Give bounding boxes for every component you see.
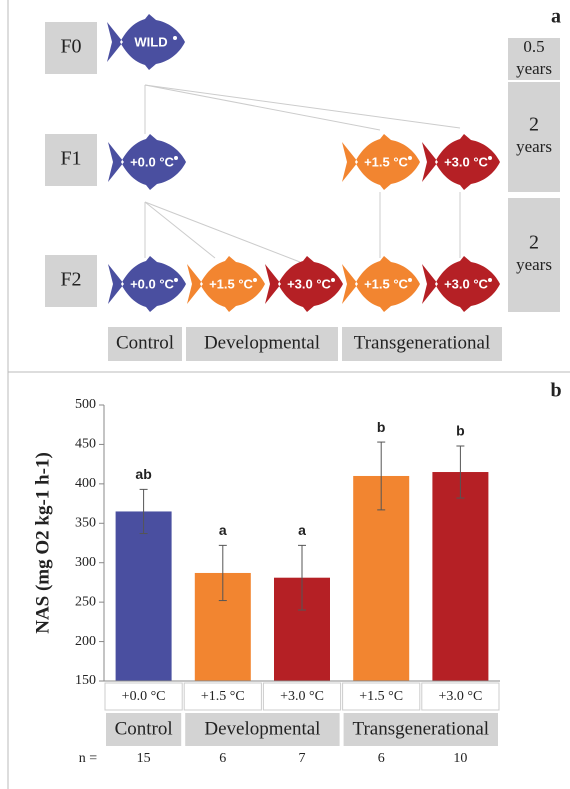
x-tick-label: +0.0 °C bbox=[122, 689, 166, 704]
panel-label: a bbox=[551, 6, 561, 28]
fish-label: WILD bbox=[134, 34, 167, 49]
duration-unit: years bbox=[516, 137, 552, 156]
generation-label: F2 bbox=[60, 269, 81, 291]
fish-label: +1.5 °C bbox=[364, 276, 408, 291]
significance-label: a bbox=[298, 522, 306, 538]
group-label: Transgenerational bbox=[354, 332, 491, 353]
group-label: Developmental bbox=[204, 332, 320, 353]
fish-eye bbox=[174, 156, 178, 160]
y-tick-label: 350 bbox=[75, 516, 96, 531]
fish-eye bbox=[253, 278, 257, 282]
fish: +3.0 °C bbox=[265, 256, 343, 312]
duration-value: 2 bbox=[529, 114, 539, 136]
significance-label: b bbox=[377, 419, 386, 435]
group-label: Control bbox=[115, 718, 173, 739]
y-tick-label: 450 bbox=[75, 437, 96, 452]
significance-label: b bbox=[456, 423, 465, 439]
fish-label: +1.5 °C bbox=[209, 276, 253, 291]
x-tick-label: +3.0 °C bbox=[438, 689, 482, 704]
n-label: n = bbox=[79, 751, 98, 766]
y-tick-label: 150 bbox=[75, 673, 96, 688]
bar bbox=[432, 472, 488, 681]
fish-label: +1.5 °C bbox=[364, 154, 408, 169]
fish: WILD bbox=[107, 14, 185, 70]
fish: +1.5 °C bbox=[342, 134, 420, 190]
fish: +3.0 °C bbox=[422, 134, 500, 190]
n-value: 7 bbox=[299, 751, 306, 766]
panel-label: b bbox=[550, 380, 561, 402]
fish-eye bbox=[174, 278, 178, 282]
fish-label: +0.0 °C bbox=[130, 154, 174, 169]
fish-label: +3.0 °C bbox=[444, 276, 488, 291]
bar bbox=[116, 511, 172, 681]
fish-label: +3.0 °C bbox=[444, 154, 488, 169]
fish-eye bbox=[488, 156, 492, 160]
n-value: 15 bbox=[137, 751, 151, 766]
fish-eye bbox=[488, 278, 492, 282]
fish: +1.5 °C bbox=[342, 256, 420, 312]
y-axis-label: NAS (mg O2 kg-1 h-1) bbox=[32, 452, 53, 634]
fish: +3.0 °C bbox=[422, 256, 500, 312]
fish: +0.0 °C bbox=[108, 134, 186, 190]
n-value: 10 bbox=[453, 751, 467, 766]
fish-eye bbox=[408, 278, 412, 282]
group-label: Developmental bbox=[204, 718, 320, 739]
y-tick-label: 200 bbox=[75, 634, 96, 649]
generation-label: F0 bbox=[60, 36, 81, 58]
y-tick-label: 500 bbox=[75, 397, 96, 412]
fish-eye bbox=[173, 36, 177, 40]
duration-value: 0.5 bbox=[523, 37, 544, 56]
duration-unit: years bbox=[516, 59, 552, 78]
fish-eye bbox=[408, 156, 412, 160]
fish-eye bbox=[331, 278, 335, 282]
generation-label: F1 bbox=[60, 148, 81, 170]
y-tick-label: 250 bbox=[75, 594, 96, 609]
fish: +1.5 °C bbox=[187, 256, 265, 312]
fish: +0.0 °C bbox=[108, 256, 186, 312]
significance-label: ab bbox=[135, 466, 151, 482]
significance-label: a bbox=[219, 522, 227, 538]
group-label: Control bbox=[116, 332, 174, 353]
duration-value: 2 bbox=[529, 232, 539, 254]
lineage-lines bbox=[145, 85, 460, 262]
fish-label: +0.0 °C bbox=[130, 276, 174, 291]
duration-unit: years bbox=[516, 255, 552, 274]
figure: a b F0F1F20.5years2years2yearsWILD+0.0 °… bbox=[0, 0, 570, 789]
n-value: 6 bbox=[378, 751, 385, 766]
x-tick-label: +3.0 °C bbox=[280, 689, 324, 704]
y-tick-label: 300 bbox=[75, 555, 96, 570]
n-value: 6 bbox=[219, 751, 226, 766]
x-tick-label: +1.5 °C bbox=[359, 689, 403, 704]
group-label: Transgenerational bbox=[353, 718, 490, 739]
fish-label: +3.0 °C bbox=[287, 276, 331, 291]
x-tick-label: +1.5 °C bbox=[201, 689, 245, 704]
y-tick-label: 400 bbox=[75, 476, 96, 491]
